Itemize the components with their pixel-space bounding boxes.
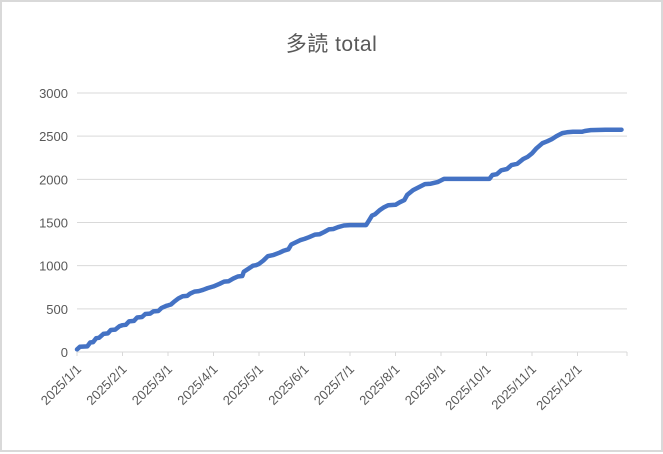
y-axis-label: 2500 (39, 129, 68, 144)
y-axis-label: 0 (61, 345, 68, 360)
x-axis-label: 2025/7/1 (311, 362, 357, 408)
x-axis-label: 2025/3/1 (129, 362, 175, 408)
x-axis-label: 2025/9/1 (402, 362, 448, 408)
y-axis-label: 1500 (39, 216, 68, 231)
data-series-line (74, 127, 624, 352)
x-axis-label: 2025/8/1 (356, 362, 402, 408)
y-axis-label: 1000 (39, 259, 68, 274)
y-axis-label: 2000 (39, 172, 68, 187)
x-axis-label: 2025/5/1 (220, 362, 266, 408)
chart-title: 多読 total (285, 33, 378, 56)
x-axis-label: 2025/2/1 (83, 362, 129, 408)
y-axis-label: 3000 (39, 86, 68, 101)
x-axis-label: 2025/1/1 (38, 362, 84, 408)
x-axis-label: 2025/10/1 (442, 362, 494, 414)
x-axis-label: 2025/4/1 (174, 362, 220, 408)
y-axis-label: 500 (46, 302, 68, 317)
x-axis-label: 2025/6/1 (265, 362, 311, 408)
x-axis-label: 2025/12/1 (533, 362, 585, 414)
x-axis-label: 2025/11/1 (488, 362, 539, 413)
